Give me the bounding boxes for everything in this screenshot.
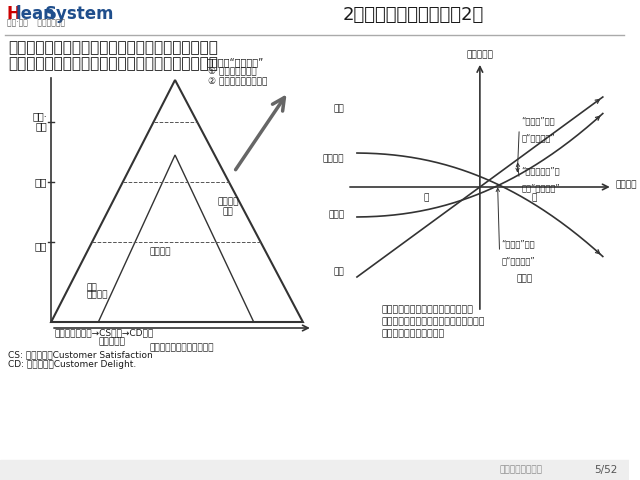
Text: 喜悉: 喜悉 bbox=[333, 105, 344, 113]
Text: 2、自工序完结的定位（2）: 2、自工序完结的定位（2） bbox=[342, 6, 484, 24]
Text: 5/52: 5/52 bbox=[594, 465, 618, 475]
Text: H: H bbox=[7, 5, 20, 23]
Text: lean: lean bbox=[16, 5, 56, 23]
Text: “基本的”需求: “基本的”需求 bbox=[502, 239, 535, 248]
Text: 偏差性，所以质量管理的目标，不能仅仅: 偏差性，所以质量管理的目标，不能仅仅 bbox=[381, 317, 485, 326]
Bar bbox=[0, 460, 629, 480]
Text: 感动: 感动 bbox=[35, 121, 47, 131]
Text: 代的发展，顾客对自工序完结水平的要求也在提高。: 代的发展，顾客对自工序完结水平的要求也在提高。 bbox=[8, 56, 218, 71]
Text: 彻底追求“质量第一”: 彻底追求“质量第一” bbox=[207, 57, 264, 67]
Text: 质量故障: 质量故障 bbox=[86, 290, 108, 299]
Text: 品质向上（提升魅力质量）: 品质向上（提升魅力质量） bbox=[150, 343, 214, 352]
Text: 幸福·精益    高效企业系统: 幸福·精益 高效企业系统 bbox=[7, 18, 65, 27]
Text: 有魅力的: 有魅力的 bbox=[218, 197, 239, 206]
Text: 理所当然的质量→CS质量→CD质量: 理所当然的质量→CS质量→CD质量 bbox=[54, 328, 154, 337]
Text: 精益生产促进中心: 精益生产促进中心 bbox=[500, 466, 543, 475]
Text: System: System bbox=[45, 5, 115, 23]
Bar bbox=[0, 0, 629, 35]
Text: 顾客满意度: 顾客满意度 bbox=[467, 50, 493, 59]
Text: 质量: 质量 bbox=[223, 207, 234, 216]
Text: 不满意: 不满意 bbox=[328, 211, 344, 219]
Text: 好: 好 bbox=[531, 193, 537, 202]
Text: 满意: 满意 bbox=[35, 177, 47, 187]
Text: ② 不能给顾客一丝不满: ② 不能给顾客一丝不满 bbox=[209, 76, 268, 85]
Text: 停留在顾客满意的层次。: 停留在顾客满意的层次。 bbox=[381, 329, 445, 338]
Text: 自工序完结: 自工序完结 bbox=[99, 337, 125, 346]
Text: 失望: 失望 bbox=[333, 267, 344, 276]
Text: ① 赋予喜悉、感动: ① 赋予喜悉、感动 bbox=[209, 67, 257, 76]
Text: CD: 顾客感动，Customer Delight.: CD: 顾客感动，Customer Delight. bbox=[8, 360, 136, 369]
Text: “性能方面的”需: “性能方面的”需 bbox=[521, 166, 560, 175]
Text: 差: 差 bbox=[423, 193, 429, 202]
Text: 抖怨: 抖怨 bbox=[86, 283, 97, 292]
Text: 潜在抖怨: 潜在抖怨 bbox=[150, 248, 171, 256]
Text: 或“魅力因素”: 或“魅力因素” bbox=[521, 133, 555, 142]
Text: 求或“期望因素”: 求或“期望因素” bbox=[521, 183, 560, 192]
Text: 较为满意: 较为满意 bbox=[323, 155, 344, 164]
Text: 喜悉·: 喜悉· bbox=[33, 111, 47, 121]
Text: 不满: 不满 bbox=[35, 241, 47, 251]
Text: CS: 顾客满意，Customer Satisfaction: CS: 顾客满意，Customer Satisfaction bbox=[8, 350, 152, 359]
Text: 执行程度: 执行程度 bbox=[616, 180, 637, 190]
Text: 不满意: 不满意 bbox=[516, 275, 532, 284]
Text: “兴奋的”需求: “兴奋的”需求 bbox=[521, 116, 555, 125]
Text: 自工序完结是质量管理的基础，但非全部。而随着时: 自工序完结是质量管理的基础，但非全部。而随着时 bbox=[8, 40, 218, 55]
Text: 或“必须因素”: 或“必须因素” bbox=[502, 256, 535, 265]
Text: 顾客的要求经常处于变化中而且具有: 顾客的要求经常处于变化中而且具有 bbox=[381, 305, 474, 314]
